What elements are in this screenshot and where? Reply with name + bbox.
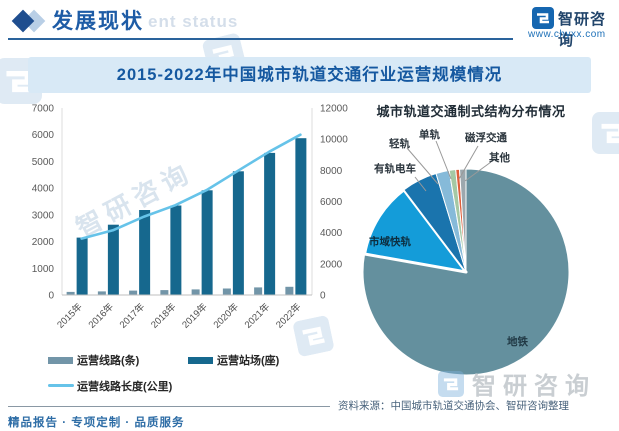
pie-watermark: 智研咨询 xyxy=(438,366,596,401)
svg-text:2000: 2000 xyxy=(32,237,55,248)
svg-text:0: 0 xyxy=(48,291,54,302)
watermark-logo-icon xyxy=(592,112,619,159)
footer-tagline: 精品报告 · 专项定制 · 品质服务 xyxy=(8,417,185,429)
svg-text:2016年: 2016年 xyxy=(86,300,117,331)
watermark-brand-text: 智研咨询 xyxy=(472,373,596,400)
svg-text:6000: 6000 xyxy=(320,197,343,208)
page-title: 发展现状 xyxy=(52,10,144,33)
svg-text:10000: 10000 xyxy=(320,135,348,146)
svg-text:12000: 12000 xyxy=(320,104,348,115)
watermark-logo-icon xyxy=(292,315,336,363)
pie-label-suburban-rail: 市域快轨 xyxy=(369,236,411,248)
svg-text:6000: 6000 xyxy=(32,130,55,141)
brand-name: 智研咨询 xyxy=(558,11,607,49)
pie-label-tram: 有轨电车 xyxy=(374,163,416,175)
data-source-text: 资料来源：中国城市轨道交通协会、智研咨询整理 xyxy=(338,400,569,412)
header-ghost-text: ent status xyxy=(148,12,239,31)
pie-chart-title: 城市轨道交通制式结构分布情况 xyxy=(376,104,566,119)
legend-swatch-lines xyxy=(48,357,73,364)
watermark-logo-icon xyxy=(438,370,464,397)
header-divider xyxy=(8,38,513,40)
svg-text:2017年: 2017年 xyxy=(117,300,148,331)
pie-label-metro: 地铁 xyxy=(507,336,528,348)
pie-label-lightrail: 轻轨 xyxy=(389,138,410,150)
legend-swatch-length xyxy=(48,384,74,387)
legend-label-length: 运营线路长度(公里) xyxy=(77,381,173,393)
pie-label-maglev: 磁浮交通 xyxy=(465,132,507,144)
bar-line-chart: 0 1000 2000 3000 4000 5000 6000 7000 0 2000 4000 60… xyxy=(32,104,348,331)
svg-text:1000: 1000 xyxy=(32,264,55,275)
legend-swatch-stations xyxy=(188,357,213,364)
footer-divider xyxy=(8,406,330,407)
header-diamond-icon xyxy=(10,6,52,36)
svg-text:8000: 8000 xyxy=(320,166,343,177)
svg-text:0: 0 xyxy=(320,291,326,302)
svg-text:2015年: 2015年 xyxy=(55,300,86,331)
svg-text:4000: 4000 xyxy=(320,228,343,239)
svg-text:2020年: 2020年 xyxy=(211,300,242,331)
svg-text:2021年: 2021年 xyxy=(242,300,273,331)
svg-text:2019年: 2019年 xyxy=(180,300,211,331)
svg-text:2022年: 2022年 xyxy=(273,300,304,331)
pie-label-other: 其他 xyxy=(489,152,510,164)
legend-label-lines: 运营线路(条) xyxy=(77,355,140,367)
svg-text:2018年: 2018年 xyxy=(148,300,179,331)
svg-text:3000: 3000 xyxy=(32,210,55,221)
pie-chart xyxy=(362,140,570,376)
svg-text:5000: 5000 xyxy=(32,157,55,168)
brand-logo-icon xyxy=(532,7,554,34)
pie-label-monorail: 单轨 xyxy=(419,129,440,141)
brand-website: www.chyxx.com xyxy=(528,29,606,40)
report-title-banner: 2015-2022年中国城市轨道交通行业运营规模情况 xyxy=(28,57,591,93)
legend-label-stations: 运营站场(座) xyxy=(217,355,280,367)
svg-text:7000: 7000 xyxy=(32,104,55,115)
svg-text:4000: 4000 xyxy=(32,184,55,195)
svg-text:2000: 2000 xyxy=(320,259,343,270)
